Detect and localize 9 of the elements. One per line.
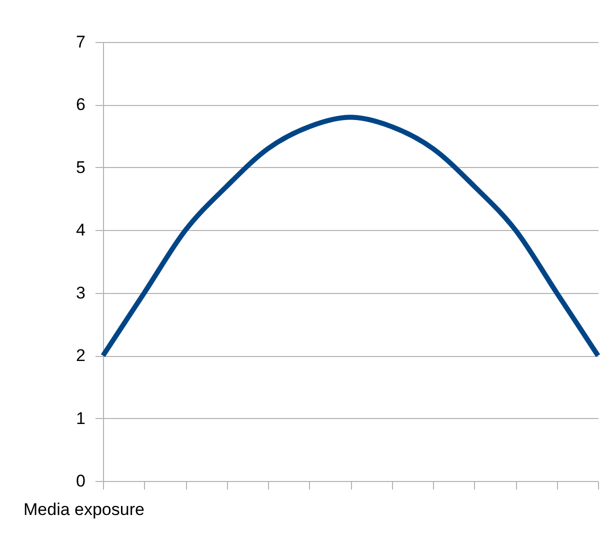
y-tick-label: 4 (76, 220, 86, 240)
y-tick-label: 2 (76, 346, 86, 366)
y-tick-label: 7 (76, 32, 86, 52)
y-tick-label: 6 (76, 95, 86, 114)
x-axis-title: Media exposure (24, 500, 144, 519)
y-tick-label: 0 (76, 472, 86, 490)
y-tick-label: 3 (76, 283, 86, 302)
y-tick-label: 1 (76, 408, 86, 428)
y-tick-label: 5 (76, 158, 86, 177)
